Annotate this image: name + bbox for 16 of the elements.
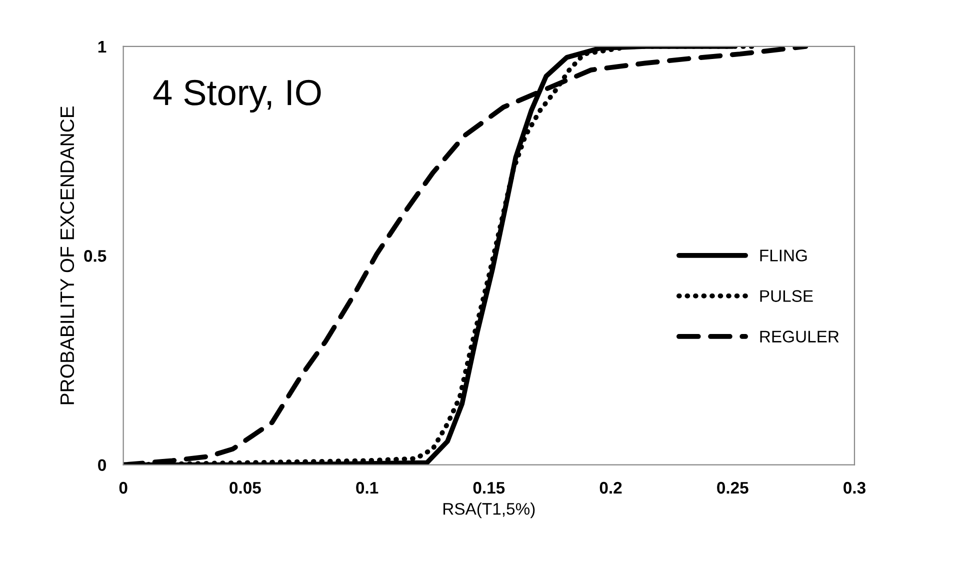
y-tick-label: 0 [98,459,106,472]
x-tick-label: 0.2 [600,482,622,494]
x-tick-label: 0.25 [717,482,748,494]
x-tick-label: 0.05 [230,482,261,494]
y-tick-label: 0.5 [84,250,106,262]
legend-label: FLING [760,250,807,262]
x-tick-label: 0.15 [473,482,505,494]
x-tick-label: 0.3 [844,482,866,494]
y-tick-label: 1 [98,41,106,53]
legend-label: PULSE [760,290,813,302]
x-tick-label: 0.1 [356,482,378,494]
annotation: 4 Story, IO [153,80,321,113]
legend-label: REGULER [760,330,839,342]
x-tick-label: 0 [119,482,128,494]
x-axis-title: RSA(T1,5%) [443,502,535,518]
y-axis-title: PROBABILITY OF EXCENDANCE [60,106,74,404]
